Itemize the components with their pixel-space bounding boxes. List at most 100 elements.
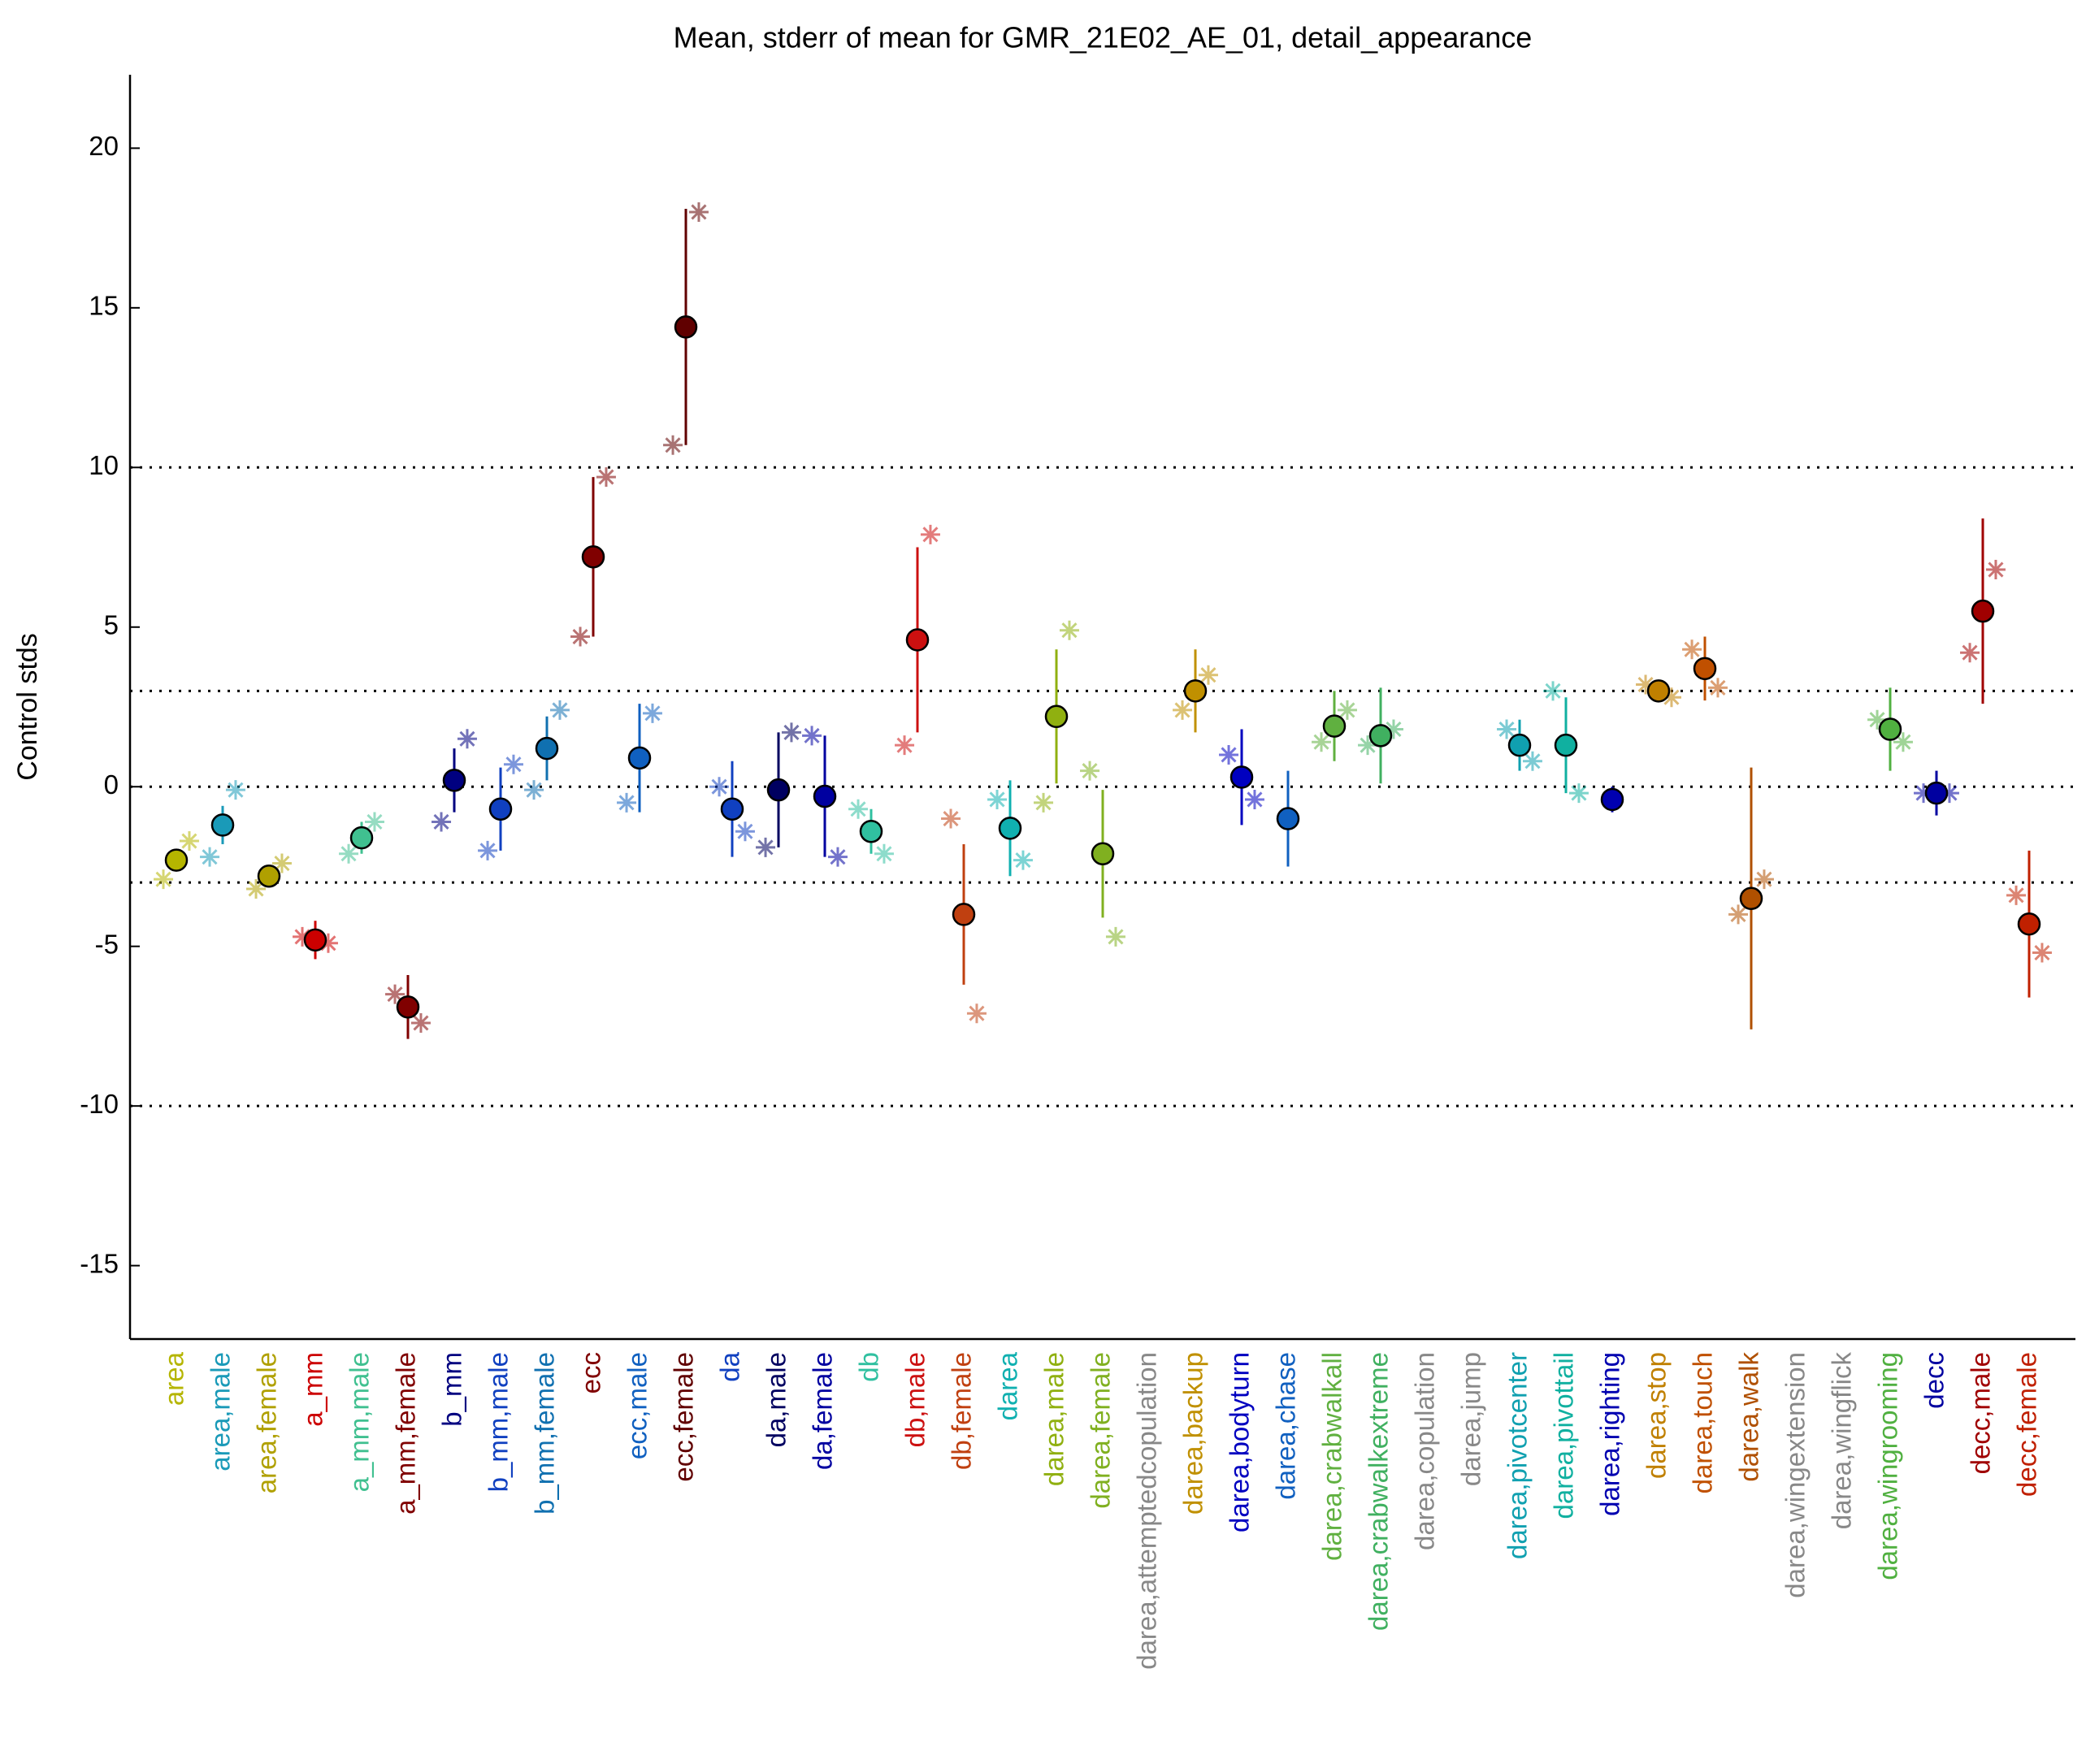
y-tick-label: 5 xyxy=(104,609,119,639)
x-tick-label: a_mm,female xyxy=(391,1352,421,1515)
star-marker xyxy=(735,821,755,842)
x-tick-label: decc,female xyxy=(2012,1352,2042,1497)
star-marker xyxy=(1219,744,1239,765)
star-marker xyxy=(663,435,683,455)
mean-marker xyxy=(674,315,698,339)
star-marker xyxy=(1914,783,1934,804)
x-tick-label: db xyxy=(854,1352,884,1382)
star-marker xyxy=(1707,678,1728,698)
star-marker xyxy=(293,926,313,947)
star-marker xyxy=(781,722,801,743)
x-tick-label: area xyxy=(159,1351,189,1406)
star-marker xyxy=(1105,926,1125,947)
mean-marker xyxy=(1971,599,1995,623)
mean-marker xyxy=(1229,765,1254,789)
x-tick-label: b_mm xyxy=(437,1352,467,1427)
star-marker xyxy=(987,789,1008,809)
x-tick-label: darea,chase xyxy=(1271,1352,1301,1500)
mean-marker xyxy=(164,848,189,872)
x-tick-label: da xyxy=(715,1351,745,1381)
star-marker xyxy=(1080,761,1100,781)
star-marker xyxy=(1312,732,1332,752)
mean-marker xyxy=(1646,679,1671,703)
star-marker xyxy=(1013,850,1033,870)
mean-marker xyxy=(627,746,652,770)
star-marker xyxy=(410,1013,431,1033)
star-marker xyxy=(874,843,894,864)
star-marker xyxy=(1568,783,1589,804)
x-tick-label: darea,wingrooming xyxy=(1873,1352,1903,1580)
star-marker xyxy=(1337,700,1357,720)
mean-marker xyxy=(1276,807,1300,830)
star-marker xyxy=(1522,751,1542,771)
x-tick-label: b_mm,male xyxy=(484,1352,514,1492)
star-marker xyxy=(339,843,359,864)
x-tick-label: darea,pivotcenter xyxy=(1503,1352,1533,1559)
x-tick-label: ecc xyxy=(576,1352,606,1393)
x-tick-label: darea,bodyturn xyxy=(1225,1352,1255,1532)
mean-marker xyxy=(813,784,837,808)
mean-marker xyxy=(442,769,466,792)
mean-marker xyxy=(1924,781,1949,805)
x-tick-label: da,female xyxy=(808,1352,838,1470)
mean-marker xyxy=(1044,704,1069,729)
x-tick-label: darea,wingflick xyxy=(1827,1352,1857,1530)
x-tick-label: darea,female xyxy=(1086,1352,1116,1509)
x-tick-label: darea,attemptedcopulation xyxy=(1132,1352,1162,1670)
x-tick-label: darea,crabwalkall xyxy=(1317,1352,1347,1561)
star-marker xyxy=(1543,681,1563,701)
star-marker xyxy=(802,726,822,746)
star-marker xyxy=(549,700,570,720)
x-tick-label: area,male xyxy=(206,1352,236,1471)
star-marker xyxy=(966,1003,987,1024)
mean-marker xyxy=(1554,733,1578,757)
star-marker xyxy=(1358,735,1378,756)
star-marker xyxy=(1985,560,2006,580)
x-tick-label: da,male xyxy=(761,1352,791,1447)
star-marker xyxy=(225,780,245,800)
star-marker xyxy=(1636,674,1656,695)
x-tick-label: darea,walk xyxy=(1734,1352,1764,1482)
mean-marker xyxy=(1507,733,1532,757)
mean-marker xyxy=(1739,886,1763,911)
star-marker xyxy=(200,847,220,867)
mean-marker xyxy=(720,797,744,821)
mean-marker xyxy=(1183,679,1208,703)
star-marker xyxy=(642,703,662,723)
star-marker xyxy=(1497,719,1517,739)
star-marker xyxy=(848,799,869,819)
star-marker xyxy=(179,831,199,852)
star-marker xyxy=(1682,639,1702,660)
x-tick-label: a_mm,male xyxy=(345,1352,375,1492)
x-tick-label: db,male xyxy=(900,1352,930,1447)
mean-marker xyxy=(1693,657,1717,681)
star-marker xyxy=(364,812,384,832)
y-tick-label: 20 xyxy=(89,131,119,161)
star-marker xyxy=(1059,620,1079,640)
x-tick-label: db,female xyxy=(947,1352,977,1470)
y-tick-label: -15 xyxy=(80,1248,119,1278)
mean-marker xyxy=(257,865,281,888)
mean-marker xyxy=(535,736,559,761)
x-tick-label: b_mm,female xyxy=(530,1352,560,1515)
star-marker xyxy=(318,933,338,953)
star-marker xyxy=(2032,943,2052,963)
x-tick-label: decc xyxy=(1919,1352,1949,1409)
y-axis-label: Control stds xyxy=(12,633,43,780)
y-tick-label: 10 xyxy=(89,450,119,480)
x-tick-label: ecc,female xyxy=(669,1352,699,1482)
mean-marker xyxy=(1322,714,1347,738)
x-tick-label: darea,pivottail xyxy=(1549,1352,1579,1519)
star-marker xyxy=(1939,783,1959,804)
star-marker xyxy=(1244,789,1264,809)
x-tick-label: darea,male xyxy=(1039,1352,1069,1486)
mean-marker xyxy=(488,797,513,821)
x-tick-label: ecc,male xyxy=(622,1352,653,1459)
y-tick-label: 15 xyxy=(89,291,119,321)
mean-marker xyxy=(1878,717,1902,741)
x-tick-label: darea xyxy=(993,1351,1023,1420)
mean-marker xyxy=(1368,724,1393,748)
x-tick-label: darea,righting xyxy=(1595,1352,1625,1516)
y-tick-label: -10 xyxy=(80,1089,119,1119)
star-marker xyxy=(1173,700,1193,720)
